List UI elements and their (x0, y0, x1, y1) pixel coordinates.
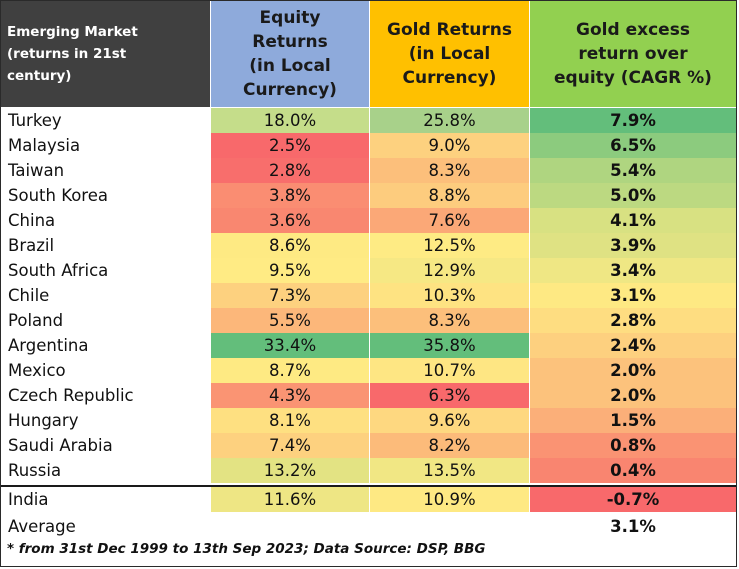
header-gold-returns-label: Gold Returns (in Local Currency) (386, 20, 512, 88)
gold-return-cell: 10.3% (370, 283, 529, 308)
equity-return-cell: 11.6% (211, 487, 369, 512)
table-row: Taiwan 2.8% 8.3% 5.4% (0, 158, 739, 183)
gold-excess-cell: 2.0% (530, 358, 736, 383)
gold-return-cell: 7.6% (370, 208, 529, 233)
equity-return-cell: 8.6% (211, 233, 369, 258)
table-row: South Korea 3.8% 8.8% 5.0% (0, 183, 739, 208)
country-name: Brazil (1, 233, 210, 258)
gold-excess-cell: 2.0% (530, 383, 736, 408)
table-row: Malaysia 2.5% 9.0% 6.5% (0, 133, 739, 158)
equity-return-cell: 2.8% (211, 158, 369, 183)
gold-return-cell: 35.8% (370, 333, 529, 358)
gold-return-cell: 8.2% (370, 433, 529, 458)
table-row: Mexico 8.7% 10.7% 2.0% (0, 358, 739, 383)
average-label: Average (1, 514, 210, 539)
table-row: South Africa 9.5% 12.9% 3.4% (0, 258, 739, 283)
gold-excess-cell: 1.5% (530, 408, 736, 433)
gold-return-cell: 10.7% (370, 358, 529, 383)
gold-excess-cell: -0.7% (530, 487, 736, 512)
equity-return-cell: 3.8% (211, 183, 369, 208)
gold-excess-cell: 3.4% (530, 258, 736, 283)
gold-excess-cell: 0.4% (530, 458, 736, 483)
header-gold-returns: Gold Returns (in Local Currency) (370, 1, 529, 107)
country-name: Argentina (1, 333, 210, 358)
gold-return-cell: 6.3% (370, 383, 529, 408)
country-name: Poland (1, 308, 210, 333)
average-value: 3.1% (530, 514, 736, 539)
gold-return-cell: 9.0% (370, 133, 529, 158)
header-gold-excess-return-label: Gold excess return over equity (CAGR %) (554, 20, 712, 88)
equity-return-cell: 18.0% (211, 108, 369, 133)
gold-excess-cell: 2.4% (530, 333, 736, 358)
country-name: India (1, 487, 210, 512)
gold-return-cell: 12.5% (370, 233, 529, 258)
table-row: Brazil 8.6% 12.5% 3.9% (0, 233, 739, 258)
india-separator-line (1, 485, 736, 487)
gold-excess-cell: 6.5% (530, 133, 736, 158)
table-row-india: India 11.6% 10.9% -0.7% (0, 487, 739, 512)
gold-return-cell: 8.8% (370, 183, 529, 208)
table-row: Hungary 8.1% 9.6% 1.5% (0, 408, 739, 433)
country-name: Malaysia (1, 133, 210, 158)
equity-return-cell: 3.6% (211, 208, 369, 233)
table-row: Czech Republic 4.3% 6.3% 2.0% (0, 383, 739, 408)
gold-return-cell: 9.6% (370, 408, 529, 433)
equity-return-cell: 8.7% (211, 358, 369, 383)
table-header: Emerging Market (returns in 21st century… (0, 0, 739, 108)
equity-return-cell: 13.2% (211, 458, 369, 483)
equity-return-cell: 4.3% (211, 383, 369, 408)
table-row: China 3.6% 7.6% 4.1% (0, 208, 739, 233)
country-name: Saudi Arabia (1, 433, 210, 458)
country-name: China (1, 208, 210, 233)
gold-return-cell: 25.8% (370, 108, 529, 133)
gold-return-cell: 12.9% (370, 258, 529, 283)
equity-return-cell: 33.4% (211, 333, 369, 358)
gold-excess-cell: 4.1% (530, 208, 736, 233)
gold-return-cell: 8.3% (370, 308, 529, 333)
gold-excess-cell: 5.4% (530, 158, 736, 183)
header-emerging-market-label: Emerging Market (returns in 21st century… (7, 24, 138, 84)
table-row: Poland 5.5% 8.3% 2.8% (0, 308, 739, 333)
footnote: * from 31st Dec 1999 to 13th Sep 2023; D… (7, 541, 486, 557)
country-name: Russia (1, 458, 210, 483)
country-name: South Korea (1, 183, 210, 208)
country-name: Taiwan (1, 158, 210, 183)
table-row: Saudi Arabia 7.4% 8.2% 0.8% (0, 433, 739, 458)
country-name: Mexico (1, 358, 210, 383)
equity-return-cell: 9.5% (211, 258, 369, 283)
header-equity-returns-label: Equity Returns (in Local Currency) (243, 8, 337, 100)
gold-return-cell: 8.3% (370, 158, 529, 183)
equity-return-cell: 8.1% (211, 408, 369, 433)
country-name: Hungary (1, 408, 210, 433)
gold-excess-cell: 3.9% (530, 233, 736, 258)
equity-return-cell: 7.3% (211, 283, 369, 308)
header-gold-excess-return: Gold excess return over equity (CAGR %) (530, 1, 736, 107)
table-row: Chile 7.3% 10.3% 3.1% (0, 283, 739, 308)
table-row: Turkey 18.0% 25.8% 7.9% (0, 108, 739, 133)
gold-return-cell: 10.9% (370, 487, 529, 512)
gold-excess-cell: 5.0% (530, 183, 736, 208)
gold-excess-cell: 2.8% (530, 308, 736, 333)
table-row: Russia 13.2% 13.5% 0.4% (0, 458, 739, 483)
country-name: Czech Republic (1, 383, 210, 408)
gold-return-cell: 13.5% (370, 458, 529, 483)
equity-return-cell: 2.5% (211, 133, 369, 158)
gold-excess-cell: 7.9% (530, 108, 736, 133)
average-row: Average 3.1% (0, 514, 739, 539)
header-equity-returns: Equity Returns (in Local Currency) (211, 1, 369, 107)
gold-excess-cell: 0.8% (530, 433, 736, 458)
header-emerging-market: Emerging Market (returns in 21st century… (1, 1, 210, 107)
equity-return-cell: 7.4% (211, 433, 369, 458)
equity-return-cell: 5.5% (211, 308, 369, 333)
country-name: Turkey (1, 108, 210, 133)
gold-excess-cell: 3.1% (530, 283, 736, 308)
country-name: South Africa (1, 258, 210, 283)
country-name: Chile (1, 283, 210, 308)
table-row: Argentina 33.4% 35.8% 2.4% (0, 333, 739, 358)
